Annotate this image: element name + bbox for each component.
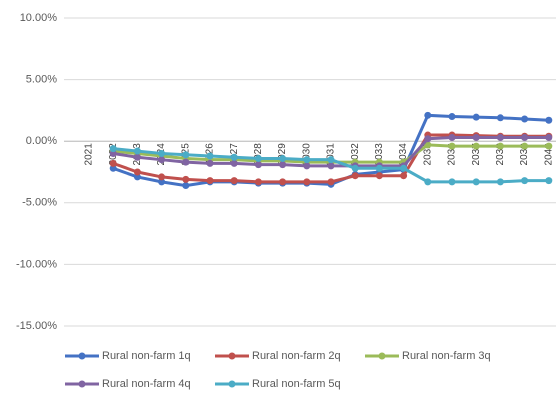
legend-marker bbox=[78, 380, 86, 388]
point bbox=[424, 178, 432, 186]
point bbox=[496, 114, 504, 122]
point bbox=[109, 159, 117, 167]
point bbox=[472, 142, 480, 150]
point bbox=[496, 134, 504, 142]
point bbox=[230, 159, 238, 167]
point bbox=[545, 116, 553, 124]
point bbox=[279, 161, 287, 169]
x-tick-label: 2034 bbox=[398, 143, 409, 166]
point bbox=[545, 177, 553, 185]
x-tick-label: 2032 bbox=[350, 143, 361, 166]
point bbox=[327, 162, 335, 170]
point bbox=[472, 134, 480, 142]
y-tick-label: -5.00% bbox=[22, 197, 57, 209]
x-tick-label: 2031 bbox=[326, 143, 337, 166]
point bbox=[133, 147, 141, 155]
point bbox=[545, 142, 553, 150]
point bbox=[303, 178, 311, 186]
point bbox=[472, 178, 480, 186]
x-tick-label: 2036 bbox=[447, 143, 458, 166]
x-tick-label: 2037 bbox=[471, 143, 482, 166]
x-tick-label: 2021 bbox=[84, 143, 95, 166]
point bbox=[521, 115, 529, 123]
point bbox=[327, 156, 335, 164]
legend-label: Rural non-farm 1q bbox=[102, 350, 191, 362]
point bbox=[351, 172, 359, 180]
point bbox=[109, 145, 117, 153]
point bbox=[351, 164, 359, 172]
point bbox=[521, 142, 529, 150]
point bbox=[109, 150, 117, 158]
legend-marker bbox=[228, 352, 236, 360]
point bbox=[254, 154, 262, 162]
point bbox=[109, 164, 117, 172]
point bbox=[158, 150, 166, 158]
legend-marker bbox=[228, 380, 236, 388]
x-tick-label: 2028 bbox=[253, 143, 264, 166]
point bbox=[496, 178, 504, 186]
point bbox=[400, 164, 408, 172]
point bbox=[206, 159, 214, 167]
legend-label: Rural non-farm 5q bbox=[252, 378, 341, 390]
point bbox=[424, 111, 432, 119]
point bbox=[400, 172, 408, 180]
y-tick-label: 0.00% bbox=[26, 135, 57, 147]
legend-marker bbox=[378, 352, 386, 360]
point bbox=[182, 151, 190, 159]
x-tick-label: 2033 bbox=[374, 143, 385, 166]
point bbox=[448, 142, 456, 150]
point bbox=[158, 178, 166, 186]
point bbox=[206, 177, 214, 185]
x-tick-label: 2030 bbox=[301, 143, 312, 166]
point bbox=[133, 168, 141, 176]
point bbox=[254, 178, 262, 186]
point bbox=[230, 153, 238, 161]
point bbox=[327, 178, 335, 186]
legend-label: Rural non-farm 2q bbox=[252, 350, 341, 362]
point bbox=[182, 175, 190, 183]
point bbox=[230, 177, 238, 185]
point bbox=[375, 172, 383, 180]
point bbox=[303, 156, 311, 164]
y-tick-label: 5.00% bbox=[26, 74, 57, 86]
legend-label: Rural non-farm 3q bbox=[402, 350, 491, 362]
x-tick-label: 2039 bbox=[519, 143, 530, 166]
point bbox=[448, 113, 456, 121]
y-tick-label: -10.00% bbox=[16, 258, 57, 270]
point bbox=[158, 156, 166, 164]
legend-marker bbox=[78, 352, 86, 360]
point bbox=[521, 134, 529, 142]
point bbox=[303, 162, 311, 170]
point bbox=[448, 134, 456, 142]
legend-label: Rural non-farm 4q bbox=[102, 378, 191, 390]
point bbox=[521, 177, 529, 185]
point bbox=[206, 152, 214, 160]
point bbox=[133, 153, 141, 161]
x-tick-label: 2035 bbox=[422, 143, 433, 166]
point bbox=[279, 178, 287, 186]
point bbox=[182, 158, 190, 166]
point bbox=[448, 178, 456, 186]
x-tick-label: 2040 bbox=[543, 143, 554, 166]
point bbox=[424, 141, 432, 149]
point bbox=[182, 182, 190, 190]
y-tick-label: -15.00% bbox=[16, 320, 57, 332]
point bbox=[133, 173, 141, 181]
point bbox=[375, 164, 383, 172]
point bbox=[496, 142, 504, 150]
point bbox=[158, 173, 166, 181]
point bbox=[279, 154, 287, 162]
point bbox=[545, 134, 553, 142]
x-tick-label: 2029 bbox=[277, 143, 288, 166]
point bbox=[254, 161, 262, 169]
y-tick-label: 10.00% bbox=[20, 12, 58, 24]
x-tick-label: 2038 bbox=[495, 143, 506, 166]
point bbox=[424, 135, 432, 143]
point bbox=[472, 113, 480, 121]
